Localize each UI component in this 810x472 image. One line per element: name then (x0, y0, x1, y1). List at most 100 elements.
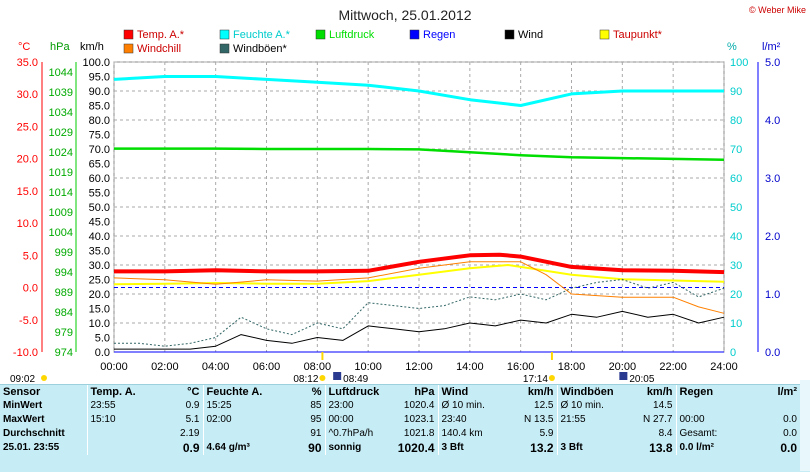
right-edge-strip (800, 380, 810, 471)
series-wind-line (114, 310, 725, 350)
stats-cell: 91 (310, 428, 322, 439)
wind-tick-label: 90.0 (89, 86, 110, 98)
stats-cell: 5.1 (185, 414, 200, 425)
chart-legend: Temp. A.* Feuchte A.* Luftdruck Regen Wind Ta… (123, 29, 663, 55)
stats-cell: 1020.4 (397, 441, 435, 455)
rain-tick-label: 1.0 (765, 289, 780, 301)
x-tick-label: 06:00 (253, 361, 281, 373)
humidity-unit-label: % (727, 41, 737, 53)
pressure-unit-label: hPa (50, 41, 70, 53)
pressure-tick-label: 984 (55, 307, 73, 319)
wind-tick-label: 65.0 (89, 159, 110, 171)
pressure-tick-label: 999 (55, 247, 73, 259)
stats-header-cell: Luftdruck (324, 385, 390, 399)
stats-cell: 95 (310, 414, 322, 425)
legend-label: Wind (518, 29, 543, 41)
legend-swatch (315, 29, 326, 40)
legend-swatch (123, 43, 134, 54)
temp-tick-label: 30.0 (17, 89, 38, 101)
sun-icon (41, 375, 47, 381)
wind-tick-label: 55.0 (89, 188, 110, 200)
pressure-tick-label: 1014 (49, 187, 73, 199)
humidity-tick-label: 0 (730, 347, 736, 359)
pressure-tick-label: 979 (55, 327, 73, 339)
temp-tick-label: 35.0 (17, 57, 38, 69)
x-tick-label: 24:00 (710, 361, 738, 373)
stats-row: MinWert 23:55 0.9 15:25 85 23:00 1020.4 Ø 10 mi… (0, 399, 800, 413)
stats-header-cell: °C (187, 386, 200, 398)
stats-cell: 23:55 (86, 399, 145, 413)
stats-cell: 1021.8 (403, 428, 435, 439)
stats-row-label: MaxWert (3, 414, 45, 425)
humidity-tick-label: 90 (730, 86, 742, 98)
humidity-tick-label: 80 (730, 115, 742, 127)
legend-swatch (409, 29, 420, 40)
chart-title: Mittwoch, 25.01.2012 (338, 7, 471, 23)
pressure-tick-label: 1034 (49, 107, 73, 119)
stats-cell: ^0.7hPa/h (324, 427, 390, 441)
wind-tick-label: 50.0 (89, 202, 110, 214)
wind-tick-label: 60.0 (89, 173, 110, 185)
x-tick-label: 08:00 (304, 361, 332, 373)
temp-tick-label: 25.0 (17, 121, 38, 133)
wind-tick-label: 10.0 (89, 318, 110, 330)
pressure-tick-label: 989 (55, 287, 73, 299)
axis-unit-labels: °C hPa km/h % l/m² (18, 41, 781, 53)
stats-cell: 85 (310, 400, 322, 411)
legend-swatch (599, 29, 610, 40)
humidity-tick-label: 40 (730, 231, 742, 243)
wind-tick-label: 85.0 (89, 101, 110, 113)
axis-ticks: 35.0 30.0 25.0 20.0 15.0 10.0 5.0 0.0 -5.0 -10.0 1… (13, 57, 780, 373)
stats-header-cell: Windböen (556, 385, 622, 399)
pressure-tick-label: 1009 (49, 207, 73, 219)
stats-table: Sensor Temp. A. °C Feuchte A.% Luftdruck hPa W… (0, 384, 810, 472)
temp-tick-label: 15.0 (17, 186, 38, 198)
pressure-tick-label: 1004 (49, 227, 73, 239)
stats-cell: 13.2 (530, 441, 554, 455)
legend-swatch (504, 29, 515, 40)
sunset-icon (548, 375, 555, 381)
stats-cell: Ø 10 min. (556, 399, 622, 413)
stats-cell: 23:40 (437, 413, 503, 427)
wind-tick-label: 80.0 (89, 115, 110, 127)
moon-icon (333, 372, 342, 380)
moonset-time-label: 08:49 (343, 374, 368, 384)
sunset-time-label: 17:14 (523, 374, 548, 384)
legend-label: Windböen* (233, 43, 288, 55)
stats-header-cell: Temp. A. (86, 385, 145, 399)
x-tick-label: 10:00 (354, 361, 382, 373)
series-temp-a-line (114, 252, 725, 275)
stats-header-cell: km/h (646, 386, 673, 398)
stats-cell: 5.9 (539, 428, 554, 439)
stats-cell: N 13.5 (524, 414, 554, 425)
legend-label: Regen (423, 29, 455, 41)
x-tick-label: 02:00 (151, 361, 179, 373)
rain-unit-label: l/m² (762, 41, 781, 53)
stats-cell: 02:00 (202, 413, 293, 427)
legend-label: Taupunkt* (613, 29, 663, 41)
stats-cell: 3 Bft (556, 441, 622, 455)
humidity-tick-label: 60 (730, 173, 742, 185)
stats-cell: 1023.1 (403, 414, 435, 425)
stats-cell: 0.9 (185, 400, 200, 411)
humidity-tick-label: 70 (730, 144, 742, 156)
stats-cell: 23:00 (324, 399, 390, 413)
stats-row: MaxWert 15:10 5.1 02:00 95 00:00 1023.1 23:40 N … (0, 413, 800, 427)
x-tick-label: 18:00 (558, 361, 586, 373)
wind-tick-label: 100.0 (82, 57, 110, 69)
stats-cell: 140.4 km (437, 427, 503, 441)
wind-tick-label: 20.0 (89, 289, 110, 301)
legend-swatch (219, 29, 230, 40)
temp-tick-label: -5.0 (19, 315, 38, 327)
time-markers: 09:02 08:12 08:49 17:14 20:05 (10, 352, 655, 384)
x-tick-label: 04:00 (202, 361, 230, 373)
stats-cell: 14.5 (653, 400, 673, 411)
rain-tick-label: 5.0 (765, 57, 780, 69)
legend-label: Windchill (137, 43, 181, 55)
stats-cell (202, 427, 293, 441)
legend-label: Luftdruck (329, 29, 375, 41)
stats-cell: 1020.4 (403, 400, 435, 411)
start-time-label: 09:02 (10, 374, 35, 384)
legend-label: Temp. A.* (137, 29, 185, 41)
stats-row: 25.01. 23:55 0.9 4.64 g/m³ 90 sonnig 1020.4 3 … (0, 441, 800, 455)
